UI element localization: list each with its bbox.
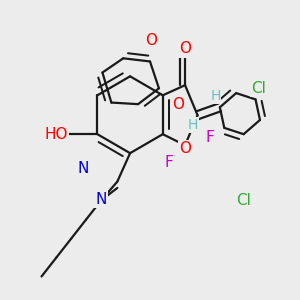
Text: N: N [77, 161, 89, 176]
Text: O: O [172, 97, 184, 112]
Text: O: O [179, 141, 191, 156]
Text: F: F [205, 130, 214, 145]
Text: HO: HO [45, 127, 68, 142]
Text: HO: HO [42, 125, 65, 140]
Text: Cl: Cl [251, 81, 266, 96]
Text: O: O [146, 33, 158, 48]
Text: H: H [188, 118, 198, 132]
Text: H: H [210, 89, 220, 103]
Text: Cl: Cl [236, 193, 251, 208]
Text: F: F [165, 155, 174, 170]
Text: O: O [179, 41, 191, 56]
Text: N: N [95, 191, 106, 206]
